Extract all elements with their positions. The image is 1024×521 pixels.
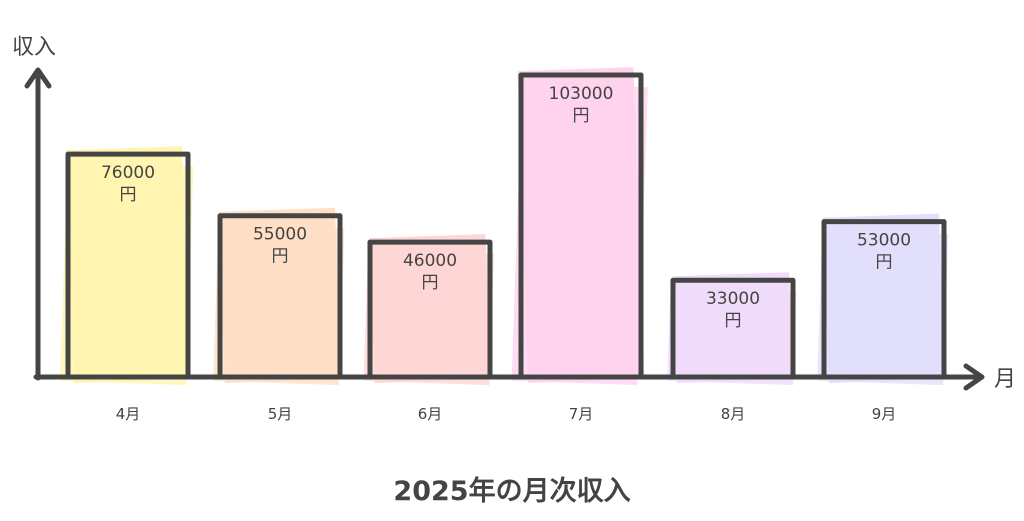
bar-unit-label: 円	[573, 106, 590, 126]
x-tick-label: 8月	[721, 405, 746, 423]
bar	[670, 277, 796, 380]
bar-fill-scribble	[511, 82, 648, 386]
y-axis-arrow-icon	[24, 67, 52, 89]
bar-value-label: 33000	[706, 289, 760, 309]
bar-fill-scribble	[817, 229, 949, 386]
x-tick-label: 9月	[872, 405, 897, 423]
x-axis-label: 月	[994, 367, 1016, 392]
bar-fill-scribble	[213, 223, 345, 386]
bar-value-label: 76000	[101, 163, 155, 183]
chart-title: 2025年の月次収入	[393, 475, 630, 507]
bar	[367, 239, 493, 380]
x-tick-label: 6月	[418, 405, 443, 423]
bar	[65, 151, 191, 380]
bar	[821, 219, 947, 380]
bar-fill-scribble	[667, 288, 797, 386]
bar	[518, 72, 644, 380]
bar-unit-label: 円	[272, 247, 289, 267]
bar	[217, 213, 343, 380]
y-axis-label: 収入	[12, 35, 56, 60]
bar-value-label: 55000	[253, 225, 307, 245]
x-tick-label: 7月	[569, 405, 594, 423]
bar-unit-label: 円	[120, 185, 137, 205]
bar-value-label: 46000	[403, 251, 457, 271]
x-tick-label: 5月	[268, 405, 293, 423]
bar-value-label: 53000	[857, 231, 911, 251]
bar-fill-scribble	[59, 161, 194, 386]
x-axis-arrow-icon	[963, 363, 985, 391]
bar-unit-label: 円	[725, 311, 742, 331]
bar-fill-scribble	[363, 249, 494, 386]
x-tick-label: 4月	[116, 405, 141, 423]
bar-value-label: 103000	[549, 84, 614, 104]
bar-unit-label: 円	[876, 253, 893, 273]
bar-unit-label: 円	[422, 273, 439, 293]
axes	[24, 67, 985, 391]
